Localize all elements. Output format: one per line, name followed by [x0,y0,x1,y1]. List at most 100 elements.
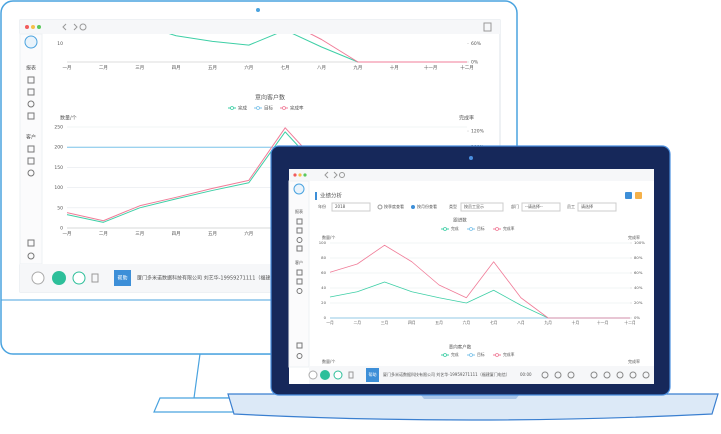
select-value[interactable]: 2018 [335,204,346,209]
nav-arrows[interactable] [62,23,78,31]
legend-label: 目标 [477,226,485,231]
sidebar-icon[interactable] [27,88,35,96]
dept-select[interactable] [521,202,561,212]
nav-arrows[interactable] [324,171,338,179]
select-value[interactable]: 请选择 [581,203,593,209]
toolbar-icon[interactable] [616,371,624,379]
export-button[interactable] [625,192,632,199]
y-tick-label: 20 [321,300,326,305]
sidebar-icon[interactable] [296,353,303,359]
type-select[interactable] [460,202,504,212]
sidebar-icon[interactable] [27,157,35,165]
legend-label: 完成率 [290,105,304,112]
radio-label[interactable]: 按季度查看 [384,203,404,209]
sidebar-icon[interactable] [296,227,303,234]
call-button[interactable] [308,370,318,380]
y-tick-label: 60 [321,270,326,275]
year-select[interactable] [331,202,371,212]
refresh-button[interactable] [79,23,87,31]
sidebar-icon[interactable] [296,288,303,294]
series-line [329,244,630,319]
y2-tick-label: 100% [634,240,645,245]
x-tick-label: 一月 [63,65,72,71]
laptop-base [227,393,719,421]
legend-label: 目标 [477,352,485,357]
x-tick-label: 九月 [353,64,362,71]
y-tick-label: 80 [321,255,326,260]
y-axis-label: 数量/个 [322,358,335,364]
sidebar-icon[interactable] [296,237,303,243]
play-button[interactable] [333,370,343,380]
toolbar-icon[interactable] [554,371,562,379]
lock-icon[interactable] [348,371,354,379]
play-button[interactable] [72,271,86,285]
sidebar-section: 客户 [26,134,36,141]
filter-label: 类型 [449,203,457,209]
y-axis-label: 数量/个 [60,115,77,122]
sidebar-icon[interactable] [296,245,303,252]
phone-button[interactable] [52,271,66,285]
sidebar-section: 客户 [295,259,303,265]
radio[interactable] [377,204,383,210]
select-value[interactable]: --请选择-- [525,203,543,209]
avatar[interactable] [24,35,38,49]
toolbar-icon[interactable] [590,371,598,379]
toolbar-icon[interactable] [629,371,637,379]
help-button[interactable] [114,270,131,286]
sidebar-icon[interactable] [27,252,35,260]
y-tick-label: 100 [54,185,63,191]
help-button-label[interactable]: 帮助 [369,371,377,377]
series-line [309,34,467,63]
help-button[interactable] [366,368,379,382]
sidebar-icon[interactable] [27,239,35,247]
avatar[interactable] [293,183,305,195]
refresh-button[interactable] [339,172,345,178]
sidebar-icon[interactable] [296,342,303,349]
y2-tick-label: 0% [471,60,479,66]
legend-label: 完成 [451,352,459,357]
sidebar-section: 报表 [295,208,303,214]
toolbar-icon[interactable] [603,371,611,379]
call-button[interactable] [31,271,45,285]
radio-label[interactable]: 按月份查看 [417,203,437,209]
filter-label: 部门 [511,203,519,209]
staff-select[interactable] [577,202,617,212]
x-tick-label: 六月 [244,64,253,71]
sidebar-icon[interactable] [27,100,35,108]
plot-area [168,34,467,63]
radio-checked[interactable] [411,205,415,209]
toolbar-icon[interactable] [642,371,650,379]
sidebar-icon[interactable] [296,278,303,285]
sidebar-icon[interactable] [27,169,35,177]
print-button[interactable] [635,192,642,199]
x-tick-label: 十一月 [424,64,438,71]
sidebar-icon[interactable] [27,112,35,120]
select-value[interactable]: 按员工显示 [464,203,484,209]
toolbar-icon[interactable] [541,371,549,379]
help-button-label[interactable]: 帮助 [117,275,127,282]
phone-button[interactable] [320,370,330,380]
x-tick-label: 十二月 [624,320,636,325]
page-title: 业绩分析 [320,192,343,200]
x-tick-label: 八月 [517,320,525,325]
legend-label: 完成 [451,226,459,231]
sidebar-icon[interactable] [27,76,35,84]
notice-icon[interactable] [483,22,492,32]
x-tick-label: 六月 [463,320,471,325]
y-axis-label: 数量/个 [322,234,335,240]
legend-label: 完成 [238,105,247,112]
footer-bar [309,366,654,384]
y2-axis-label: 完成率 [628,234,640,240]
sidebar-icon[interactable] [27,145,35,153]
x-tick-label: 五月 [435,320,443,325]
sidebar-icon[interactable] [296,269,303,276]
window-dot [25,25,29,29]
filter-label: 员工 [567,203,575,209]
y-tick-label: 50 [57,205,63,211]
legend-marker [469,227,473,231]
y-tick-label: 0 [324,315,327,320]
toolbar-icon[interactable] [567,371,575,379]
sidebar-icon[interactable] [296,218,303,225]
camera [256,8,260,12]
lock-icon[interactable] [91,273,99,283]
